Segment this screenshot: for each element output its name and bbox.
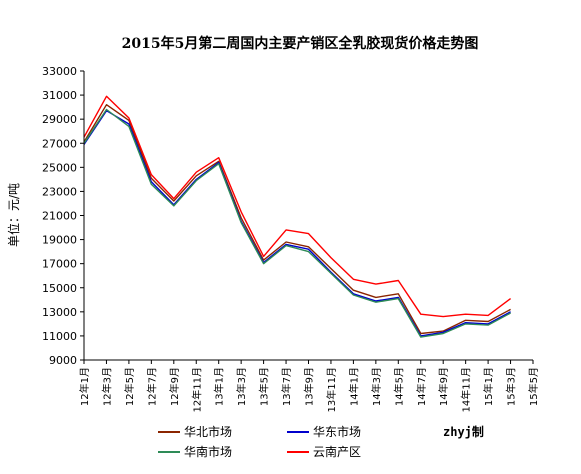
x-tick-label: 15年3月 <box>505 367 518 406</box>
x-tick-label: 13年5月 <box>258 367 271 406</box>
x-tick-label: 14年1月 <box>347 367 360 406</box>
series-line-4 <box>83 95 512 318</box>
x-tick-label: 13年7月 <box>280 367 293 406</box>
y-tick-label: 31000 <box>42 89 77 102</box>
x-tick-label: 13年11月 <box>325 367 338 412</box>
legend-label: 华北市场 <box>184 424 232 439</box>
y-axis-label: 单位：元/吨 <box>6 183 21 247</box>
x-ticks: 12年1月 12年3月 12年5月 12年7月 12年9月 12年11月 13年1月 13年3… <box>78 360 540 412</box>
y-tick-label: 33000 <box>42 65 77 78</box>
x-tick-label: 12年7月 <box>145 367 158 406</box>
x-tick-label: 12年3月 <box>100 367 113 406</box>
y-tick-label: 23000 <box>42 185 77 198</box>
series-line-3 <box>83 108 511 338</box>
y-tick-label: 29000 <box>42 113 77 126</box>
x-tick-label: 12年11月 <box>190 367 203 412</box>
y-tick-label: 11000 <box>42 330 77 343</box>
x-tick-label: 12年1月 <box>78 367 91 406</box>
y-tick-label: 13000 <box>42 306 77 319</box>
x-tick-label: 14年3月 <box>370 367 383 406</box>
chart-title: 2015年5月第二周国内主要产销区全乳胶现货价格走势图 <box>122 35 479 52</box>
x-tick-label: 14年9月 <box>437 367 450 406</box>
x-tick-label: 14年7月 <box>415 367 428 406</box>
x-tick-label: 14年11月 <box>460 367 473 412</box>
x-tick-label: 15年5月 <box>527 367 540 406</box>
y-tick-label: 17000 <box>42 258 77 271</box>
y-ticks: 9000 11000 13000 15000 17000 19000 21000 23000 2… <box>42 65 84 367</box>
y-tick-label: 19000 <box>42 234 77 247</box>
plot-area <box>84 71 533 360</box>
series-line-1 <box>83 104 511 335</box>
x-tick-label: 12年9月 <box>168 367 181 406</box>
y-tick-label: 15000 <box>42 282 77 295</box>
x-tick-label: 13年9月 <box>303 367 316 406</box>
legend-label: 华南市场 <box>184 444 232 459</box>
x-tick-label: 13年3月 <box>235 367 248 406</box>
series-layer <box>83 95 512 338</box>
series-line-2 <box>83 110 511 337</box>
x-tick-label: 14年5月 <box>392 367 405 406</box>
y-tick-label: 25000 <box>42 161 77 174</box>
y-tick-label: 21000 <box>42 210 77 223</box>
x-tick-label: 12年5月 <box>123 367 136 406</box>
x-tick-label: 15年1月 <box>482 367 495 406</box>
y-tick-label: 9000 <box>49 354 77 367</box>
legend-label: 云南产区 <box>313 444 361 459</box>
watermark: zhyj制 <box>443 424 484 439</box>
x-tick-label: 13年1月 <box>213 367 226 406</box>
y-tick-label: 27000 <box>42 137 77 150</box>
legend-label: 华东市场 <box>313 424 361 439</box>
